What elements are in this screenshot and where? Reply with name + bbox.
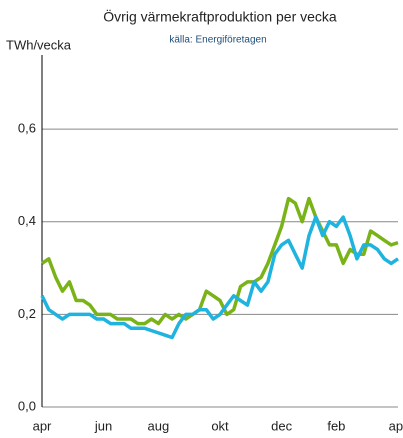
- chart-title: Övrig värmekraftproduktion per vecka: [103, 8, 337, 25]
- data-line: [41, 196, 399, 326]
- x-tick-label: aug: [148, 418, 170, 433]
- y-tick-label: 0,4: [18, 213, 36, 228]
- y-tick-label: 0,6: [18, 121, 36, 136]
- x-tick-label: apr: [33, 418, 52, 433]
- x-tick-label: apr: [389, 418, 403, 433]
- x-tick-label: jun: [94, 418, 112, 433]
- chart-subtitle: källa: Energiföretagen: [169, 35, 266, 46]
- x-tick-label: feb: [327, 418, 345, 433]
- y-tick-label: 0,0: [18, 398, 36, 413]
- x-tick-label: dec: [271, 418, 292, 433]
- data-line: [40, 215, 399, 340]
- x-tick-label: okt: [211, 418, 229, 433]
- y-tick-label: 0,2: [18, 306, 36, 321]
- y-axis-label: TWh/vecka: [6, 37, 72, 52]
